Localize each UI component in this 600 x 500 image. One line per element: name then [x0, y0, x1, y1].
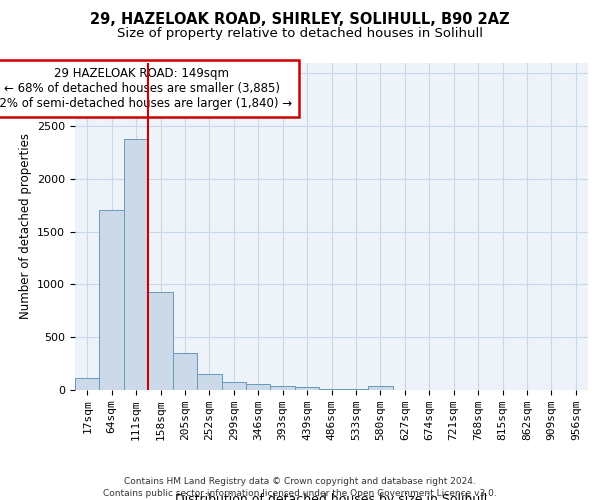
Y-axis label: Number of detached properties: Number of detached properties [19, 133, 32, 320]
Text: Contains HM Land Registry data © Crown copyright and database right 2024.: Contains HM Land Registry data © Crown c… [124, 478, 476, 486]
X-axis label: Distribution of detached houses by size in Solihull: Distribution of detached houses by size … [175, 493, 488, 500]
Bar [221, 382, 246, 390]
Bar [271, 386, 295, 390]
Text: 29, HAZELOAK ROAD, SHIRLEY, SOLIHULL, B90 2AZ: 29, HAZELOAK ROAD, SHIRLEY, SOLIHULL, B9… [90, 12, 510, 28]
Bar [173, 353, 197, 390]
Text: Contains public sector information licensed under the Open Government Licence v3: Contains public sector information licen… [103, 489, 497, 498]
Text: 29 HAZELOAK ROAD: 149sqm
← 68% of detached houses are smaller (3,885)
32% of sem: 29 HAZELOAK ROAD: 149sqm ← 68% of detach… [0, 68, 292, 110]
Bar [197, 374, 221, 390]
Bar [148, 292, 173, 390]
Bar [100, 210, 124, 390]
Bar [295, 388, 319, 390]
Bar [246, 384, 271, 390]
Text: Size of property relative to detached houses in Solihull: Size of property relative to detached ho… [117, 28, 483, 40]
Bar [368, 386, 392, 390]
Bar [75, 378, 100, 390]
Bar [319, 389, 344, 390]
Bar [124, 138, 148, 390]
